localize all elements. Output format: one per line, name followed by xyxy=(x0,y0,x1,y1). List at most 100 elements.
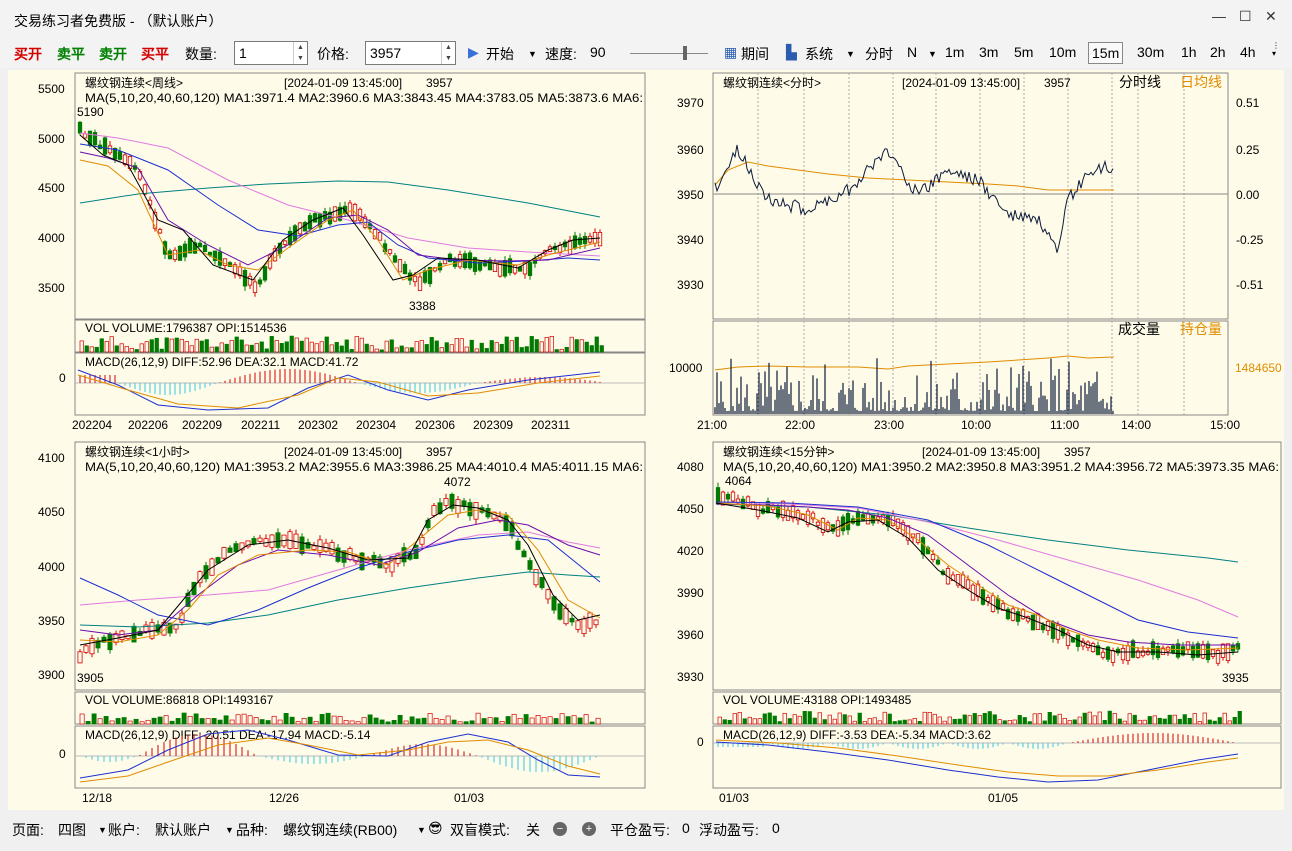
minimize-icon[interactable]: — xyxy=(1212,8,1226,24)
volume-bar xyxy=(535,715,541,725)
candle-body xyxy=(539,577,545,589)
intraday-x-tick: 15:00 xyxy=(1210,418,1240,432)
play-icon[interactable]: ▶ xyxy=(468,44,479,60)
volume-bar xyxy=(732,713,737,725)
n-button[interactable]: N xyxy=(907,44,918,60)
hourly-macd-legend: MACD(26,12,9) DIFF:-20.51 DEA:-17.94 MAC… xyxy=(85,728,371,742)
m15-x-tick: 01/03 xyxy=(719,791,749,805)
stepper-arrows-icon[interactable]: ▲ ▼ xyxy=(293,42,307,64)
speed-slider[interactable] xyxy=(630,53,708,54)
close-icon[interactable]: ✕ xyxy=(1265,8,1277,24)
tf-15m-selected[interactable]: 15m xyxy=(1088,42,1124,64)
volume-bar xyxy=(892,721,897,725)
buy-close-button[interactable]: 买平 xyxy=(141,46,169,62)
start-button[interactable]: 开始 xyxy=(486,46,514,62)
weekly-title: 螺纹钢连续<周线> xyxy=(85,75,183,90)
period-button[interactable]: 期间 xyxy=(741,46,769,62)
volume-bar xyxy=(451,719,457,725)
tf-10m[interactable]: 10m xyxy=(1049,44,1077,60)
chevron-down-icon[interactable]: ▼ xyxy=(225,825,234,835)
volume-bar xyxy=(313,720,319,725)
account-selector[interactable]: 默认账户 xyxy=(155,822,211,838)
system-icon[interactable]: ▙ xyxy=(786,44,797,60)
volume-bar xyxy=(787,718,792,725)
volume-bar xyxy=(94,346,99,353)
volume-bar xyxy=(583,714,589,725)
tf-2h[interactable]: 2h xyxy=(1210,44,1226,60)
float-pnl-label: 浮动盈亏: xyxy=(699,822,759,838)
candle-body xyxy=(437,502,443,515)
timeshare-button[interactable]: 分时 xyxy=(865,46,893,62)
volume-bar xyxy=(554,349,559,353)
volume-bar xyxy=(1182,714,1187,725)
volume-bar xyxy=(121,717,127,725)
quantity-value: 1 xyxy=(239,45,247,61)
volume-bar xyxy=(505,716,511,725)
system-button[interactable]: 系统 xyxy=(805,46,833,62)
m15-ma-legend: MA(5,10,20,40,60,120) MA1:3950.2 MA2:395… xyxy=(723,460,1279,474)
volume-bar xyxy=(331,715,337,725)
volume-bar xyxy=(565,716,571,725)
price-stepper[interactable]: 3957 ▲ ▼ xyxy=(365,41,456,65)
weekly-y-tick: 5500 xyxy=(38,82,65,96)
stepper-arrows-icon[interactable]: ▲ ▼ xyxy=(441,42,455,64)
volume-bar xyxy=(241,713,247,725)
minus-circle-icon[interactable]: − xyxy=(553,820,567,837)
candle-body xyxy=(930,554,936,561)
hourly-time: [2024-01-09 13:45:00] xyxy=(284,445,402,459)
candle-body xyxy=(980,589,986,605)
chevron-down-icon[interactable]: ▼ xyxy=(846,49,855,59)
weekly-vol-legend: VOL VOLUME:1796387 OPI:1514536 xyxy=(85,321,287,335)
candle-body xyxy=(587,612,593,629)
symbol-selector[interactable]: 螺纹钢连续(RB00) xyxy=(283,822,398,838)
page-selector[interactable]: 四图 xyxy=(58,822,86,838)
volume-bar xyxy=(1042,720,1047,725)
m15-ma5-line xyxy=(715,501,1239,618)
sell-open-button[interactable]: 卖开 xyxy=(99,46,127,62)
volume-bar xyxy=(564,346,569,353)
volume-bar xyxy=(115,718,121,725)
volume-bar xyxy=(369,345,374,353)
candle-body xyxy=(142,184,148,195)
intraday-legend-price: 分时线 xyxy=(1119,74,1161,90)
chevron-down-icon[interactable]: ▼ xyxy=(417,825,426,835)
volume-bar xyxy=(444,342,449,353)
maximize-icon[interactable]: ☐ xyxy=(1239,8,1252,24)
candle-body xyxy=(820,518,826,533)
candle-body xyxy=(197,242,203,248)
volume-bar xyxy=(359,337,364,353)
candle-body xyxy=(269,534,275,548)
calendar-icon[interactable]: ▦ xyxy=(724,44,738,60)
tf-5m[interactable]: 5m xyxy=(1014,44,1034,60)
tf-1m[interactable]: 1m xyxy=(945,44,965,60)
candle-body xyxy=(497,515,503,522)
toolbar-overflow-icon[interactable]: ⋮ ▾ xyxy=(1272,41,1280,58)
intraday-avg-line xyxy=(714,161,1114,191)
candle-body xyxy=(965,579,971,590)
tf-3m[interactable]: 3m xyxy=(979,44,999,60)
hourly-high-label: 4072 xyxy=(444,475,471,489)
speed-slider-handle[interactable] xyxy=(683,46,687,60)
candle-body xyxy=(825,522,831,531)
quantity-stepper[interactable]: 1 ▲ ▼ xyxy=(234,41,308,65)
toolbar: 买开 卖平 卖开 买平 数量: 1 ▲ ▼ 价格: 3957 ▲ ▼ ▶ 开始 ▼ … xyxy=(0,38,1292,68)
volume-bar xyxy=(209,346,214,353)
intraday-time: [2024-01-09 13:45:00] xyxy=(902,76,1020,90)
chevron-down-icon[interactable]: ▼ xyxy=(98,825,107,835)
tf-1h[interactable]: 1h xyxy=(1181,44,1197,60)
tf-30m[interactable]: 30m xyxy=(1137,44,1165,60)
tf-4h[interactable]: 4h xyxy=(1240,44,1256,60)
volume-bar xyxy=(274,340,279,353)
candle-body xyxy=(335,547,341,562)
weekly-y-tick: 4500 xyxy=(38,181,65,195)
buy-open-button[interactable]: 买开 xyxy=(14,46,42,62)
volume-bar xyxy=(439,347,444,353)
intraday-y-tick: 3930 xyxy=(677,278,704,292)
chevron-down-icon[interactable]: ▼ xyxy=(528,49,537,59)
chart-canvas[interactable]: 5500 5000 4500 4000 3500 0 螺纹钢连续<周线> [20… xyxy=(8,70,1284,810)
sell-close-button[interactable]: 卖平 xyxy=(57,46,85,62)
candle-body xyxy=(1175,643,1181,658)
chevron-down-icon[interactable]: ▼ xyxy=(928,49,937,59)
weekly-macd-bars xyxy=(79,369,601,395)
plus-circle-icon[interactable]: + xyxy=(582,820,596,837)
